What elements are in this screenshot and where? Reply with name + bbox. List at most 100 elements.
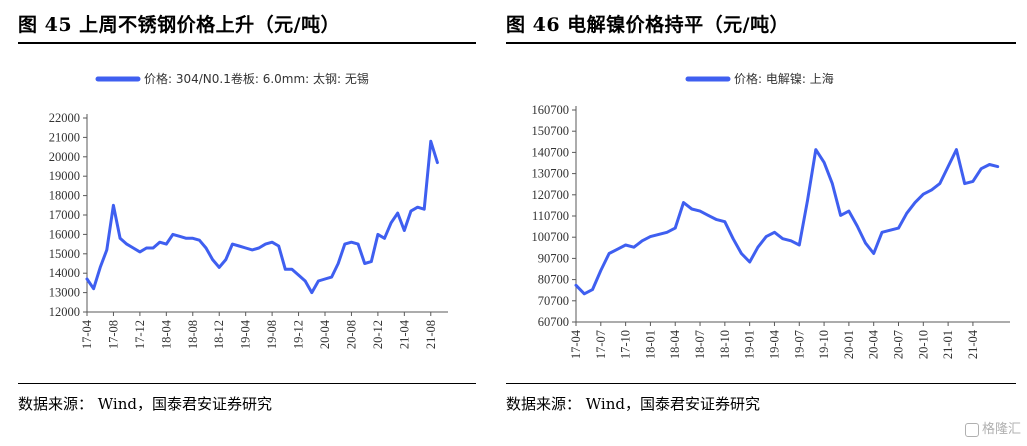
source-rule [18,383,476,384]
x-tick-label: 19-07 [792,330,806,359]
x-tick-label: 20-08 [344,320,358,349]
data-point [583,292,586,296]
data-point [640,239,644,243]
x-tick-label: 18-01 [643,330,657,359]
data-point [290,268,294,271]
y-tick-label: 90700 [538,251,569,265]
data-point [224,258,228,261]
x-tick-label: 20-04 [318,319,332,349]
data-point [231,242,234,246]
legend-label: 价格: 电解镍: 上海 [734,71,834,86]
data-point [257,246,261,250]
legend-label: 价格: 304/N0.1卷板: 6.0mm: 太钢: 无锡 [144,71,369,86]
x-tick-label: 19-01 [743,330,757,359]
data-point [99,266,102,269]
data-point [963,182,966,185]
x-tick-label: 19-08 [265,320,279,349]
y-tick-label: 140700 [532,145,570,159]
data-point [913,201,917,204]
data-point [330,275,333,279]
data-point [814,148,818,151]
y-tick-label: 16000 [49,227,80,241]
data-point [389,221,393,224]
data-point [707,214,710,217]
data-point [310,291,313,294]
figure-46-panel: 图 46 电解镍价格持平（元/吨） 价格: 电解镍: 上海 60700 70700 8… [502,0,1027,446]
watermark: 格隆汇 [964,418,1021,437]
data-point [323,277,327,281]
data-point [938,182,942,185]
y-tick-label: 13000 [49,286,80,300]
series-line [574,148,1000,296]
x-tick-label: 19-10 [817,330,831,359]
y-tick-label: 15000 [49,247,80,261]
data-point [698,209,702,213]
data-point [855,224,859,228]
data-point [151,246,155,250]
data-point [403,229,406,232]
y-tick-label: 12000 [49,305,80,319]
data-point [880,231,884,234]
y-tick-label: 100700 [532,230,570,244]
x-tick-label: 18-04 [668,329,682,359]
data-point [191,237,194,240]
data-point [905,212,908,215]
data-point [422,207,426,211]
data-point [624,243,627,247]
data-point [284,268,287,271]
data-point [396,211,399,215]
chart-stainless-steel-price: 价格: 304/N0.1卷板: 6.0mm: 太钢: 无锡 12000 13000 1… [49,71,448,349]
y-tick-label: 130700 [532,167,570,181]
y-tick-label: 22000 [49,111,80,125]
x-tick-label: 17-04 [569,329,583,359]
x-tick-label: 18-07 [693,330,707,359]
x-tick-label: 17-10 [619,330,633,359]
data-point [930,188,933,192]
data-point [376,233,380,236]
figure-46-title: 图 46 电解镍价格持平（元/吨） [506,14,790,36]
data-point [971,180,975,183]
figure-45-title: 图 45 上周不锈钢价格上升（元/吨） [18,14,341,36]
y-tick-label: 17000 [49,208,80,222]
x-tick-label: 18-04 [159,319,173,349]
x-tick-label: 17-04 [80,319,94,349]
y-tick-label: 150700 [532,124,570,138]
data-point [806,199,809,202]
data-point [303,279,307,283]
x-tick-label: 20-12 [371,320,385,349]
x-tick-label: 21-08 [424,320,438,349]
data-point [872,252,875,255]
data-point [297,273,300,277]
data-point [363,262,366,265]
data-point [416,206,419,209]
data-point [171,233,175,236]
data-point [996,165,999,168]
data-point [356,242,360,246]
data-point [889,229,892,232]
data-point [773,231,776,234]
y-tick-label: 110700 [532,209,569,223]
data-point [715,218,718,221]
data-point [85,277,89,281]
data-point [204,246,208,250]
data-point [125,242,128,246]
y-tick-label: 21000 [49,130,80,144]
x-tick-label: 19-04 [767,329,781,359]
chart-electrolytic-nickel-price: 价格: 电解镍: 上海 60700 70700 80700 90700 100700 110… [532,71,1010,359]
y-tick-label: 19000 [49,169,80,183]
data-point [145,246,148,250]
y-tick-label: 18000 [49,189,80,203]
figure-46-source: 数据来源： Wind，国泰君安证券研究 [506,395,760,413]
x-tick-label: 17-12 [133,320,147,349]
y-tick-label: 120700 [532,188,570,202]
data-point [748,260,751,264]
x-tick-label: 17-08 [106,320,120,349]
y-tick-label: 80700 [538,273,569,287]
y-tick-label: 20000 [49,150,80,164]
title-rule [18,42,476,44]
x-tick-label: 17-07 [594,330,608,359]
data-point [798,243,801,247]
data-point [270,240,274,244]
data-point [955,148,958,151]
data-point [657,233,660,236]
